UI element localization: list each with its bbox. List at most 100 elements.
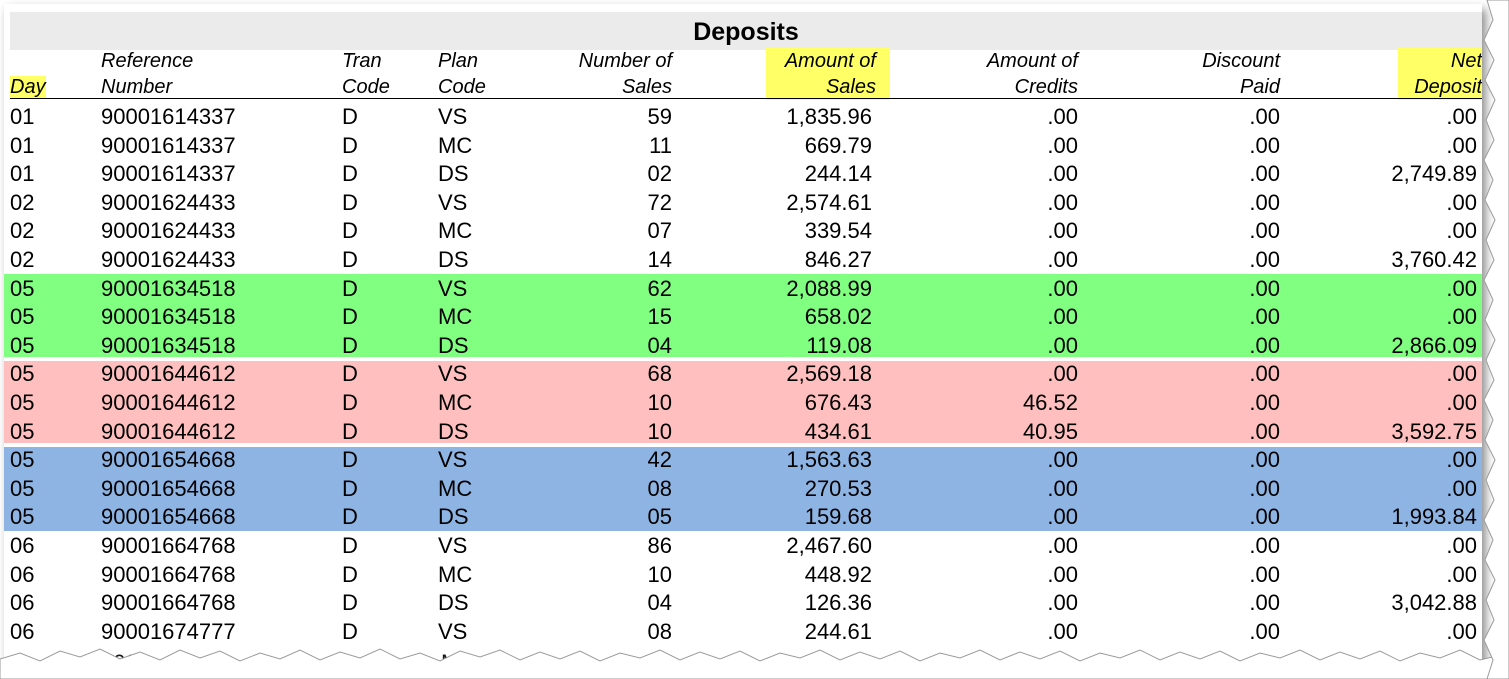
cell-number-of-sales: 86	[647, 533, 672, 558]
cell-plan-code: MC	[438, 561, 473, 587]
cell-amount-of-credits: 46.52	[1022, 390, 1078, 415]
cell-day: 05	[10, 361, 35, 387]
cell-reference: 90001654668	[101, 475, 236, 501]
band-separator	[4, 357, 1482, 362]
cell-tran-code: D	[342, 447, 358, 473]
cell-tran-code: D	[342, 418, 358, 444]
cell-tran-code: D	[342, 161, 358, 187]
cell-amount-of-credits: 40.95	[1022, 418, 1078, 444]
cell-net-deposit: .00	[1446, 561, 1477, 587]
cell-reference: 90001614337	[101, 161, 236, 187]
header-num-line2: Sales	[621, 76, 672, 98]
cell-amount-of-sales: 2,088.99	[786, 275, 872, 301]
cell-net-deposit: 2,749.89	[1391, 161, 1477, 187]
cell-net-deposit: .00	[1446, 132, 1477, 158]
cell-net-deposit: 3,042.88	[1391, 590, 1477, 616]
cell-net-deposit: 3,760.42	[1391, 247, 1477, 272]
cell-amount-of-credits: .00	[1047, 132, 1078, 158]
cell-net-deposit: .00	[1446, 104, 1477, 129]
cell-number-of-sales: 08	[647, 475, 672, 501]
cell-discount-paid: .00	[1249, 304, 1280, 330]
cell-reference: 90001654668	[101, 504, 236, 530]
cell-amount-of-credits: .00	[1047, 161, 1078, 187]
table-row: 05 90001634518 D DS 04 119.08 .00 .00 2,866.09	[4, 330, 1482, 360]
cell-tran-code: D	[342, 561, 358, 587]
cell-plan-code: DS	[438, 504, 469, 530]
cell-amount-of-sales: 448.92	[804, 561, 872, 587]
cell-reference: 90001664768	[101, 561, 236, 587]
cell-tran-code: D	[342, 332, 358, 358]
cell-amount-of-credits: .00	[1047, 304, 1078, 330]
cell-reference: 90001664768	[101, 590, 236, 616]
cell-tran-code: D	[342, 275, 358, 301]
header-number-of-sales: Number of Sales	[524, 48, 672, 100]
cell-plan-code: DS	[438, 418, 469, 444]
header-net-line2: Deposit	[1414, 76, 1482, 98]
cell-tran-code: D	[342, 361, 358, 387]
cell-reference: 90001664768	[101, 533, 236, 558]
cell-amount-of-credits: .00	[1047, 247, 1078, 272]
cell-net-deposit: .00	[1446, 189, 1477, 215]
cell-amount-of-credits: .00	[1047, 475, 1078, 501]
cell-net-deposit: .00	[1446, 361, 1477, 387]
cell-amount-of-credits: .00	[1047, 275, 1078, 301]
cell-discount-paid: .00	[1249, 561, 1280, 587]
cell-discount-paid: .00	[1249, 390, 1280, 415]
cell-amount-of-credits: .00	[1047, 189, 1078, 215]
cell-tran-code: D	[342, 390, 358, 415]
header-discount-line1: Discount	[1202, 50, 1280, 72]
cell-number-of-sales: 42	[647, 447, 672, 473]
table-row: 01 90001614337 D MC 11 669.79 .00 .00 .00	[4, 131, 1482, 160]
cell-day: 05	[10, 390, 35, 415]
table-row: 05 90001634518 D MC 15 658.02 .00 .00 .00	[4, 302, 1482, 332]
cell-amount-of-credits: .00	[1047, 104, 1078, 129]
torn-right-edge	[1483, 0, 1509, 679]
table-row: 05 90001644612 D MC 10 676.43 46.52 .00 .00	[4, 388, 1482, 417]
header-plan-code: Plan Code	[438, 48, 486, 100]
cell-number-of-sales: 07	[647, 218, 672, 244]
cell-day: 02	[10, 189, 35, 215]
cell-amount-of-sales: 119.08	[806, 332, 872, 358]
cell-amount-of-sales: 2,569.18	[786, 361, 872, 387]
cell-plan-code: VS	[438, 361, 468, 387]
cell-day: 05	[10, 332, 35, 358]
cell-number-of-sales: 62	[647, 275, 672, 301]
cell-tran-code: D	[342, 590, 358, 616]
cell-amount-of-sales: 676.43	[804, 390, 872, 415]
cell-reference: 90001634518	[101, 275, 236, 301]
cell-day: 06	[10, 561, 35, 587]
header-discount-line2: Paid	[1239, 76, 1280, 98]
cell-amount-of-credits: .00	[1047, 533, 1078, 558]
cell-tran-code: D	[342, 189, 358, 215]
cell-discount-paid: .00	[1249, 590, 1280, 616]
cell-number-of-sales: 10	[647, 418, 672, 444]
cell-plan-code: VS	[438, 275, 468, 301]
table-row: 06 90001664768 D VS 86 2,467.60 .00 .00 .00	[4, 531, 1482, 560]
cell-number-of-sales: 02	[647, 161, 672, 187]
cell-discount-paid: .00	[1249, 132, 1280, 158]
cell-amount-of-sales: 159.68	[804, 504, 872, 530]
cell-net-deposit: .00	[1446, 390, 1477, 415]
cell-plan-code: MC	[438, 475, 473, 501]
table-row: 05 90001654668 D VS 42 1,563.63 .00 .00 .00	[4, 445, 1482, 475]
deposits-sheet: Deposits Day Reference Number Tran Code …	[4, 4, 1482, 672]
cell-amount-of-sales: 434.61	[804, 418, 872, 444]
cell-net-deposit: 3,592.75	[1391, 418, 1477, 444]
cell-amount-of-sales: 2,467.60	[786, 533, 872, 558]
cell-amount-of-sales: 126.36	[804, 590, 872, 616]
header-reference: Reference Number	[101, 48, 193, 100]
cell-number-of-sales: 04	[647, 332, 672, 358]
cell-reference: 90001674777	[101, 618, 236, 644]
table-row: 05 90001644612 D VS 68 2,569.18 .00 .00 .00	[4, 359, 1482, 389]
cell-plan-code: MC	[438, 218, 473, 244]
cell-net-deposit: 1,993.84	[1391, 504, 1477, 530]
cell-discount-paid: .00	[1249, 332, 1280, 358]
header-amtsales-line1: Amount of	[784, 50, 876, 72]
cell-reference: 90001644612	[101, 390, 236, 415]
cell-amount-of-sales: 1,563.63	[786, 447, 872, 473]
cell-day: 05	[10, 504, 35, 530]
torn-bottom-edge	[0, 648, 1509, 679]
cell-amount-of-sales: 2,574.61	[786, 189, 872, 215]
cell-tran-code: D	[342, 504, 358, 530]
cell-plan-code: DS	[438, 590, 469, 616]
